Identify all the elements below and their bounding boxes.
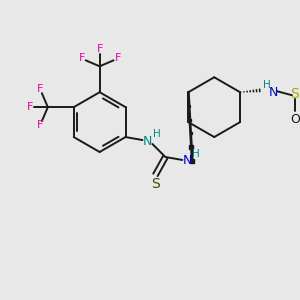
Text: N: N [183, 154, 192, 167]
Text: F: F [79, 53, 85, 63]
Text: H: H [263, 80, 271, 90]
Text: S: S [151, 177, 160, 191]
Text: H: H [192, 149, 200, 159]
Text: F: F [27, 102, 33, 112]
Text: N: N [268, 86, 278, 99]
Text: F: F [37, 120, 43, 130]
Text: F: F [114, 53, 121, 63]
Text: F: F [96, 44, 103, 54]
Text: H: H [152, 129, 160, 139]
Text: N: N [143, 134, 152, 148]
Text: F: F [37, 84, 43, 94]
Text: O: O [290, 112, 300, 126]
Text: S: S [290, 87, 299, 101]
